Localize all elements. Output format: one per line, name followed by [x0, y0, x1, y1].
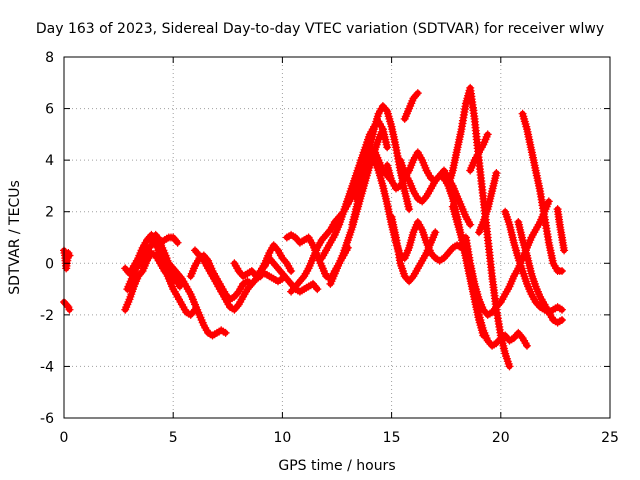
- series-markers: [553, 205, 569, 255]
- y-tick-label: -2: [40, 308, 54, 324]
- series-markers: [518, 109, 566, 275]
- y-axis-label: SDTVAR / TECUs: [7, 180, 23, 295]
- series-arc-25: [466, 130, 492, 175]
- series-arc-28: [514, 218, 566, 327]
- series-arc-09: [191, 246, 287, 314]
- plot-frame: [63, 56, 611, 419]
- series-arc-07: [160, 259, 230, 340]
- series-arc-27: [501, 207, 566, 317]
- series-markers: [387, 212, 440, 286]
- series-arc-20: [400, 89, 422, 123]
- series-markers: [514, 218, 566, 327]
- y-tick-label: 2: [45, 205, 54, 221]
- series-arc-22: [444, 83, 514, 371]
- x-tick-label: 0: [60, 430, 69, 446]
- series-arc-19: [387, 212, 440, 286]
- series-arc-06: [147, 230, 182, 247]
- series-markers: [400, 89, 422, 123]
- x-axis-label: GPS time / hours: [278, 458, 395, 474]
- series-arc-30: [553, 205, 569, 255]
- x-tick-label: 10: [273, 430, 291, 446]
- series-markers: [475, 169, 501, 237]
- data-series: [60, 83, 569, 371]
- x-tick-labels: 0 5 10 15 20 25: [60, 430, 619, 446]
- x-tick-label: 5: [169, 430, 178, 446]
- x-tick-label: 15: [383, 430, 401, 446]
- series-markers: [60, 246, 74, 273]
- chart-title: Day 163 of 2023, Sidereal Day-to-day VTE…: [36, 21, 604, 37]
- series-markers: [160, 259, 230, 340]
- series-markers: [147, 230, 182, 247]
- y-tick-labels: -6 -4 -2 0 2 4 6 8: [40, 50, 54, 427]
- series-arc-01: [60, 246, 74, 273]
- x-tick-label: 20: [492, 430, 510, 446]
- y-tick-label: 8: [45, 50, 54, 66]
- axis-ticks: [63, 56, 611, 419]
- series-markers: [466, 130, 492, 175]
- series-arc-02: [60, 298, 74, 314]
- series-arc-11: [256, 254, 322, 296]
- series-arc-26: [475, 169, 501, 237]
- y-tick-label: 4: [45, 153, 54, 169]
- series-markers: [121, 249, 178, 314]
- y-tick-label: -4: [40, 359, 54, 375]
- x-tick-label: 25: [601, 430, 619, 446]
- y-tick-label: -6: [40, 411, 54, 427]
- y-tick-label: 6: [45, 102, 54, 118]
- y-tick-label: 0: [45, 256, 54, 272]
- series-arc-04: [121, 249, 178, 314]
- series-arc-29: [518, 109, 566, 275]
